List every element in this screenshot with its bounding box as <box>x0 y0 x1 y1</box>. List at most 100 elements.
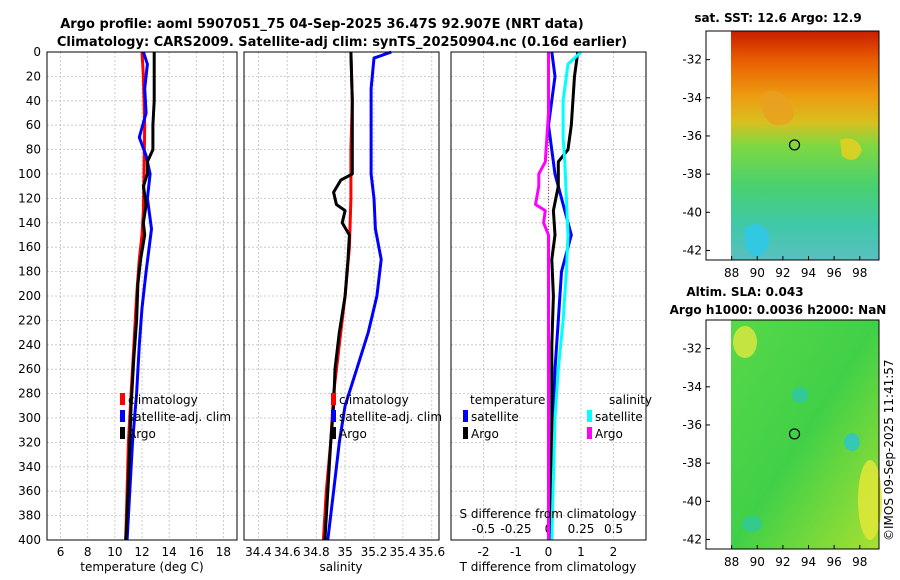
y-tick-label: 100 <box>18 167 41 181</box>
y-tick-label: 80 <box>26 143 41 157</box>
legend-swatch <box>331 427 336 439</box>
x-tick-label: -2 <box>478 545 490 559</box>
legend-label: Argo <box>471 427 499 441</box>
x-tick-label: 10 <box>107 545 122 559</box>
difference-xlabel2: S difference from climatology <box>460 507 637 521</box>
y-tick-label: 120 <box>18 191 41 205</box>
x-tick-label: 34.8 <box>303 545 330 559</box>
series-line-t-argo <box>549 51 580 541</box>
x-tick-label: 88 <box>724 266 739 280</box>
sla-low-eddy-3 <box>742 516 762 532</box>
series-line-s-satellite <box>550 50 583 541</box>
sst-warm-eddy <box>840 138 862 160</box>
y-tick-label: 160 <box>18 240 41 254</box>
series-line-argo <box>124 52 156 541</box>
salinity-xlabel: salinity <box>319 560 362 574</box>
y-tick-label: -40 <box>682 205 702 219</box>
x-tick-label: 0 <box>545 545 553 559</box>
title-line-1: Argo profile: aoml 5907051_75 04-Sep-202… <box>60 17 584 32</box>
x-tick-label: -1 <box>510 545 522 559</box>
sla-high-patch <box>733 326 757 358</box>
sst-map: 88 90 92 94 96 98 -32 -34 -36 -38 -40 -42 <box>682 30 880 280</box>
map-frame <box>705 319 880 550</box>
x-tick-label: 96 <box>827 555 842 569</box>
legend-title-temperature: temperature <box>470 393 545 407</box>
x-tick-label: 1 <box>577 545 585 559</box>
legend-swatch <box>463 410 468 422</box>
series-line-satellite-adj-clim <box>326 50 392 541</box>
legend-label: satellite-adj. clim <box>128 410 231 424</box>
legend-swatch <box>331 410 336 422</box>
axes-frame <box>450 51 647 541</box>
y-tick-label: 380 <box>18 509 41 523</box>
y-tick-label: 20 <box>26 69 41 83</box>
x-tick-label: 35.6 <box>418 545 445 559</box>
sla-map-title-2: Argo h1000: 0.0036 h2000: NaN <box>670 303 887 317</box>
y-tick-label: -40 <box>682 494 702 508</box>
x-tick-label-secondary: 0.25 <box>568 522 595 536</box>
x-tick-label: 34.4 <box>245 545 272 559</box>
x-tick-label: 96 <box>827 266 842 280</box>
x-tick-label: 90 <box>750 266 765 280</box>
x-tick-label: 2 <box>610 545 618 559</box>
y-tick-label: -36 <box>682 418 702 432</box>
y-tick-label: 400 <box>18 533 41 547</box>
x-tick-label-secondary: -0.5 <box>472 522 495 536</box>
argo-position-marker <box>788 139 801 151</box>
series-line-s-argo <box>534 52 550 540</box>
imos-credit: ©IMOS 09-Sep-2025 11:41:57 <box>882 359 896 541</box>
axes-frame <box>46 51 238 541</box>
sst-cool-patch <box>744 224 770 258</box>
argo-position-marker <box>788 428 801 440</box>
legend-label: Argo <box>128 427 156 441</box>
y-tick-label: 200 <box>18 289 41 303</box>
y-tick-label: 220 <box>18 313 41 327</box>
legend-label: climatology <box>128 393 198 407</box>
y-tick-label: -42 <box>682 532 702 546</box>
y-tick-label: 0 <box>33 45 41 59</box>
legend-label: satellite <box>471 410 519 424</box>
legend-swatch <box>120 393 125 405</box>
legend-swatch <box>463 427 468 439</box>
y-tick-label: 280 <box>18 387 41 401</box>
legend-swatch <box>331 393 336 405</box>
x-tick-label: 35 <box>337 545 352 559</box>
sla-low-eddy <box>792 387 808 403</box>
x-tick-label: 18 <box>216 545 231 559</box>
legend-swatch <box>587 410 592 422</box>
y-tick-label: -32 <box>682 53 702 67</box>
difference-xlabel: T difference from climatology <box>459 560 637 574</box>
y-tick-label: 40 <box>26 94 41 108</box>
temperature-panel: 0 20 40 60 80 100 120 140 160 180 200 220 240 260 280 3… <box>18 45 238 559</box>
y-tick-label: 180 <box>18 265 41 279</box>
map-frame <box>705 30 880 261</box>
x-tick-label: 90 <box>750 555 765 569</box>
temperature-xlabel: temperature (deg C) <box>80 560 203 574</box>
x-tick-label: 88 <box>724 555 739 569</box>
x-tick-label-secondary: 0.5 <box>604 522 623 536</box>
y-tick-label: 340 <box>18 460 41 474</box>
sla-map: 88 90 92 94 96 98 -32 -34 -36 -38 -40 -42 <box>682 319 882 569</box>
x-tick-label: 35.4 <box>390 545 417 559</box>
x-tick-label: 92 <box>775 555 790 569</box>
sla-field <box>731 320 879 549</box>
x-tick-label: 16 <box>189 545 204 559</box>
y-tick-label: -38 <box>682 456 702 470</box>
legend-label: climatology <box>339 393 409 407</box>
axes-frame <box>243 51 440 541</box>
legend-swatch <box>587 427 592 439</box>
series-line-satellite-adj-clim <box>125 51 153 541</box>
x-tick-label: 92 <box>775 266 790 280</box>
y-tick-label: -34 <box>682 380 702 394</box>
x-tick-label: 94 <box>801 266 816 280</box>
x-tick-label: 34.6 <box>274 545 301 559</box>
x-tick-label: 6 <box>57 545 65 559</box>
x-tick-label: 35.2 <box>361 545 388 559</box>
legend-label: satellite-adj. clim <box>339 410 442 424</box>
legend-label: Argo <box>595 427 623 441</box>
sst-map-title: sat. SST: 12.6 Argo: 12.9 <box>694 11 861 25</box>
y-tick-label: 320 <box>18 435 41 449</box>
y-tick-label: 260 <box>18 362 41 376</box>
difference-panel: -2-1012-0.5-0.2500.250.5temperaturesalin… <box>450 50 652 559</box>
